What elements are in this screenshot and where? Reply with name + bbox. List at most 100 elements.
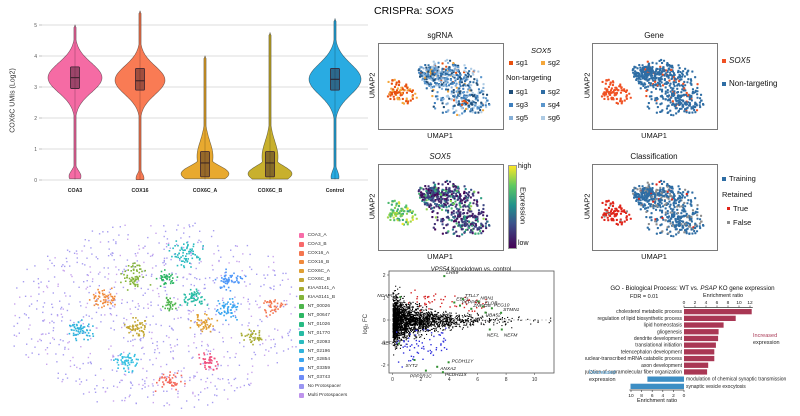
ma-gene-label: STMN1	[503, 307, 520, 313]
ma-gene-label: NCAPG2	[377, 293, 397, 299]
tsne-legend-label: NT_03743	[307, 375, 330, 381]
ma-title-rest: Knockdown vs. control	[449, 267, 512, 273]
tsne-legend-item: NT_02196	[299, 349, 347, 354]
ma-gene-label: ANXA2	[439, 366, 456, 372]
ma-xtick-label: 8	[505, 377, 508, 383]
violin-category-label: COX16	[131, 188, 148, 194]
violin-box	[200, 151, 210, 178]
tsne-panel	[0, 210, 372, 416]
expression-xlabel: UMAP1	[427, 252, 453, 261]
go-decreased-note: Decreased expression	[589, 370, 616, 384]
expression-umap-plot	[378, 164, 504, 251]
ma-gene-label: NRN1	[480, 296, 493, 302]
sgrna-legend-gene-header: SOX5	[530, 46, 551, 55]
legend-label: Training	[729, 174, 756, 183]
tsne-legend-item: NT_03359	[299, 366, 347, 371]
ma-ytick-label: -2	[381, 363, 386, 369]
tsne-legend-swatch	[299, 331, 304, 336]
violin-chart: 5 4 3 2 1 0 COA3 COX16 COX6C_A COX6C_B Control	[34, 10, 368, 194]
legend-item: Training	[722, 174, 756, 183]
go-top-tick-label: 6	[716, 300, 719, 306]
tsne-legend-swatch	[299, 286, 304, 292]
tsne-legend-swatch	[299, 384, 304, 389]
gene-umap-plot	[592, 43, 718, 130]
legend-label: True	[733, 204, 749, 213]
tsne-legend: COA3_A COA3_B COX16_A COX16_B COX6C_A COX6C_B…	[299, 233, 347, 398]
tsne-legend-label: COX6C_A	[307, 268, 330, 274]
gene-xlabel: UMAP1	[641, 131, 667, 140]
sgrna-xlabel: UMAP1	[427, 131, 453, 140]
go-top-tick-label: 2	[694, 300, 697, 306]
violin-ytick-label: 4	[34, 54, 37, 60]
ma-ytick-label: 0	[383, 318, 386, 324]
violin	[180, 55, 230, 180]
ma-gene-label: TTLL7	[465, 293, 479, 299]
tsne-legend-label: NT_01026	[307, 321, 330, 327]
go-decreased-bars: modulation of chemical synaptic transmis…	[630, 376, 787, 390]
tsne-legend-item: NT_02093	[299, 340, 347, 345]
colorbar-low-label: low	[518, 240, 529, 247]
tsne-legend-label: COA3_B	[307, 241, 327, 247]
go-increased-note: Increased expression	[753, 333, 780, 347]
tsne-legend-swatch	[299, 366, 304, 372]
go-top-axis-label: Enrichment ratio	[702, 293, 744, 299]
ma-gene-labels: LHX9NCAPG2EBF3TTLL7PLPPR3NRN1ZNF428ELOBP…	[377, 270, 519, 380]
nt-swatch	[722, 81, 726, 86]
tsne-legend-swatch	[299, 304, 304, 309]
ma-gene-label: NEFH	[382, 341, 396, 347]
sgrna-legend-nt-header: Non-targeting	[506, 73, 552, 82]
go-increased-word: Increased	[753, 333, 778, 339]
tsne-legend-item: NT_00647	[299, 313, 347, 318]
figure-title: CRISPRa: SOX5	[374, 5, 453, 17]
tsne-legend-item: COX6C_B	[299, 277, 347, 282]
tsne-legend-item: KIAA0141_B	[299, 295, 347, 300]
violin	[114, 10, 166, 180]
go-category-label: modulation of chemical synaptic transmis…	[686, 377, 787, 383]
tsne-points-layer	[13, 222, 300, 409]
legend-item: sg3	[509, 100, 528, 109]
legend-label: sg1	[516, 87, 529, 96]
nt-sg2-swatch	[541, 89, 545, 94]
violin-shape	[114, 10, 166, 180]
gene-ylabel: UMAP2	[582, 72, 592, 99]
violin	[247, 32, 293, 180]
ma-gene-label: NEFL	[487, 333, 500, 339]
go-category-label: telencephalon development	[621, 349, 683, 355]
go-increased-word2: expression	[753, 340, 780, 346]
go-bottom-tick-label: 2	[672, 393, 675, 398]
tsne-legend-label: COX16_B	[307, 259, 330, 265]
tsne-legend-item: NT_03743	[299, 375, 347, 380]
tsne-legend-label: KIAA0141_A	[307, 286, 336, 292]
sg1-swatch	[509, 60, 513, 65]
tsne-legend-label: COA3_A	[307, 233, 327, 238]
colorbar-high-label: high	[518, 163, 532, 170]
go-decreased-word: Decreased	[589, 370, 616, 376]
false-swatch	[727, 221, 730, 224]
ma-gene-label: NEFM	[504, 333, 518, 339]
tsne-legend-item: NT_00026	[299, 304, 347, 309]
ma-ytick-label: 1	[383, 295, 386, 301]
legend-label: SOX5	[729, 56, 751, 65]
colorbar-axis-label: Expression	[518, 186, 528, 225]
go-top-tick-label: 0	[683, 300, 686, 306]
tsne-legend-swatch	[299, 268, 304, 274]
go-category-label: axon development	[641, 363, 682, 369]
legend-label: sg2	[548, 58, 561, 67]
tsne-legend-swatch	[299, 295, 304, 301]
legend-label: sg3	[516, 100, 529, 109]
tsne-legend-swatch	[299, 242, 304, 247]
tsne-legend-label: Multi Protospacers	[307, 393, 348, 399]
ma-gene-label: ELOB	[485, 301, 499, 307]
violin-category-label: COA3	[68, 188, 83, 194]
classification-xlabel: UMAP1	[641, 252, 667, 261]
ma-gene-label: PCDH11X	[445, 372, 468, 378]
violin-ytick-label: 3	[34, 85, 37, 91]
tsne-legend-swatch	[299, 348, 304, 354]
violin-shape	[180, 55, 230, 180]
violin-panel: 5 4 3 2 1 0 COA3 COX16 COX6C_A COX6C_B Control COX…	[0, 0, 372, 210]
go-bottom-tick-label: 6	[651, 393, 654, 398]
tsne-legend-label: NT_02196	[307, 348, 330, 354]
violin-ytick-label: 1	[34, 147, 37, 153]
